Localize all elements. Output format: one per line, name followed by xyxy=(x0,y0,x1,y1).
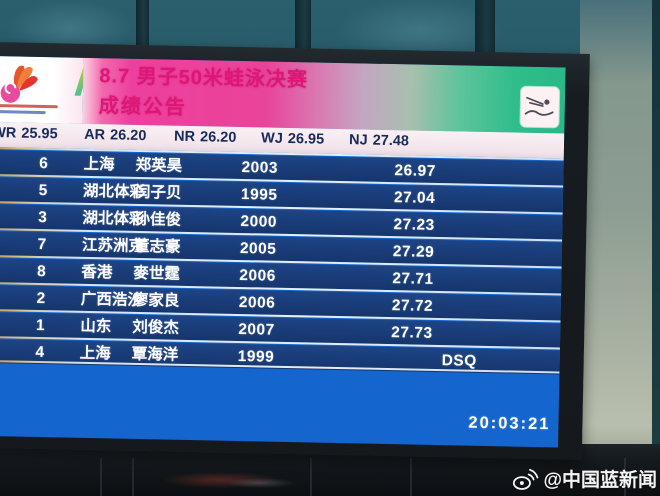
header-gradient: 8.7 男子50米蛙泳决赛 成绩公告 xyxy=(82,57,566,134)
window-mullion xyxy=(295,0,311,60)
result-time: 27.71 xyxy=(392,270,434,288)
result-time: 27.23 xyxy=(393,216,435,234)
lane-number: 8 xyxy=(36,262,46,281)
lane-number: 5 xyxy=(38,181,48,200)
desk-seam xyxy=(132,458,134,496)
birth-year: 2006 xyxy=(239,267,277,285)
athlete-name: 董志豪 xyxy=(133,237,181,256)
record-nr: NR 26.20 xyxy=(173,128,237,146)
lane-number: 1 xyxy=(35,316,45,335)
desk-reflection xyxy=(160,472,280,488)
results-table: 6 上海 郑英昊 2003 26.97 5 湖北体彩 闫子贝 1995 27.0… xyxy=(0,147,564,375)
screen-bezel: 8.7 男子50米蛙泳决赛 成绩公告 WR 25.95 AR 26.20 xyxy=(0,42,590,460)
wall-pillar xyxy=(580,0,654,462)
result-time: 27.29 xyxy=(392,243,435,261)
wall-pillar-edge xyxy=(652,0,660,462)
desk-reflection xyxy=(226,478,296,488)
team-name: 山东 xyxy=(80,317,112,336)
athlete-name: 廖家良 xyxy=(132,291,180,310)
athlete-name: 覃海洋 xyxy=(131,345,179,364)
athlete-name: 闫子贝 xyxy=(134,183,182,202)
event-title-block: 8.7 男子50米蛙泳决赛 成绩公告 xyxy=(98,61,309,125)
birth-year: 1995 xyxy=(240,186,278,204)
result-time: 27.72 xyxy=(391,297,434,315)
desk-seam xyxy=(100,458,102,496)
record-ar: AR 26.20 xyxy=(83,126,147,145)
logo-micro-text xyxy=(0,110,46,115)
result-status-dsq: DSQ xyxy=(441,352,477,370)
lane-number: 6 xyxy=(39,154,49,173)
result-time: 27.04 xyxy=(393,189,436,207)
scoreboard-screen: 8.7 男子50米蛙泳决赛 成绩公告 WR 25.95 AR 26.20 xyxy=(0,55,566,448)
team-name: 上海 xyxy=(83,155,115,174)
national-games-emblem-icon xyxy=(0,65,38,103)
birth-year: 1999 xyxy=(237,347,275,366)
athlete-name: 刘俊杰 xyxy=(132,318,179,337)
athlete-name: 孙佳俊 xyxy=(134,210,182,229)
birth-year: 2003 xyxy=(241,159,279,177)
logo-panel xyxy=(0,55,93,124)
swimmer-pictogram-icon xyxy=(520,86,560,128)
result-time: 26.97 xyxy=(394,162,436,180)
weibo-icon xyxy=(513,468,539,490)
team-name: 上海 xyxy=(79,344,111,363)
desk-seam xyxy=(410,458,412,496)
news-watermark: @中国蓝新闻 xyxy=(512,465,657,492)
record-wj: WJ 26.95 xyxy=(260,130,325,148)
header-band: 8.7 男子50米蛙泳决赛 成绩公告 xyxy=(0,55,566,134)
screen-clock: 20:03:21 xyxy=(468,413,551,434)
birth-year: 2005 xyxy=(239,240,277,258)
logo-micro-text xyxy=(0,104,58,109)
record-nj: NJ 27.48 xyxy=(348,132,410,150)
athlete-name: 麥世霆 xyxy=(133,264,181,283)
team-name: 香港 xyxy=(81,263,113,282)
window-mullion xyxy=(475,0,495,60)
birth-year: 2006 xyxy=(238,294,276,312)
desk-seam xyxy=(624,458,626,496)
birth-year: 2007 xyxy=(238,321,275,339)
lane-number: 7 xyxy=(37,235,47,254)
lane-number: 4 xyxy=(35,343,45,362)
watermark-text: @中国蓝新闻 xyxy=(543,470,657,491)
birth-year: 2000 xyxy=(240,213,278,231)
record-wr: WR 25.95 xyxy=(0,125,58,143)
event-title: 8.7 男子50米蛙泳决赛 xyxy=(99,65,309,92)
lane-number: 3 xyxy=(38,208,47,227)
lane-number: 2 xyxy=(36,289,46,308)
event-subtitle: 成绩公告 xyxy=(98,95,187,119)
athlete-name: 郑英昊 xyxy=(135,156,183,175)
result-time: 27.73 xyxy=(391,324,433,342)
desk-seam xyxy=(310,458,312,496)
